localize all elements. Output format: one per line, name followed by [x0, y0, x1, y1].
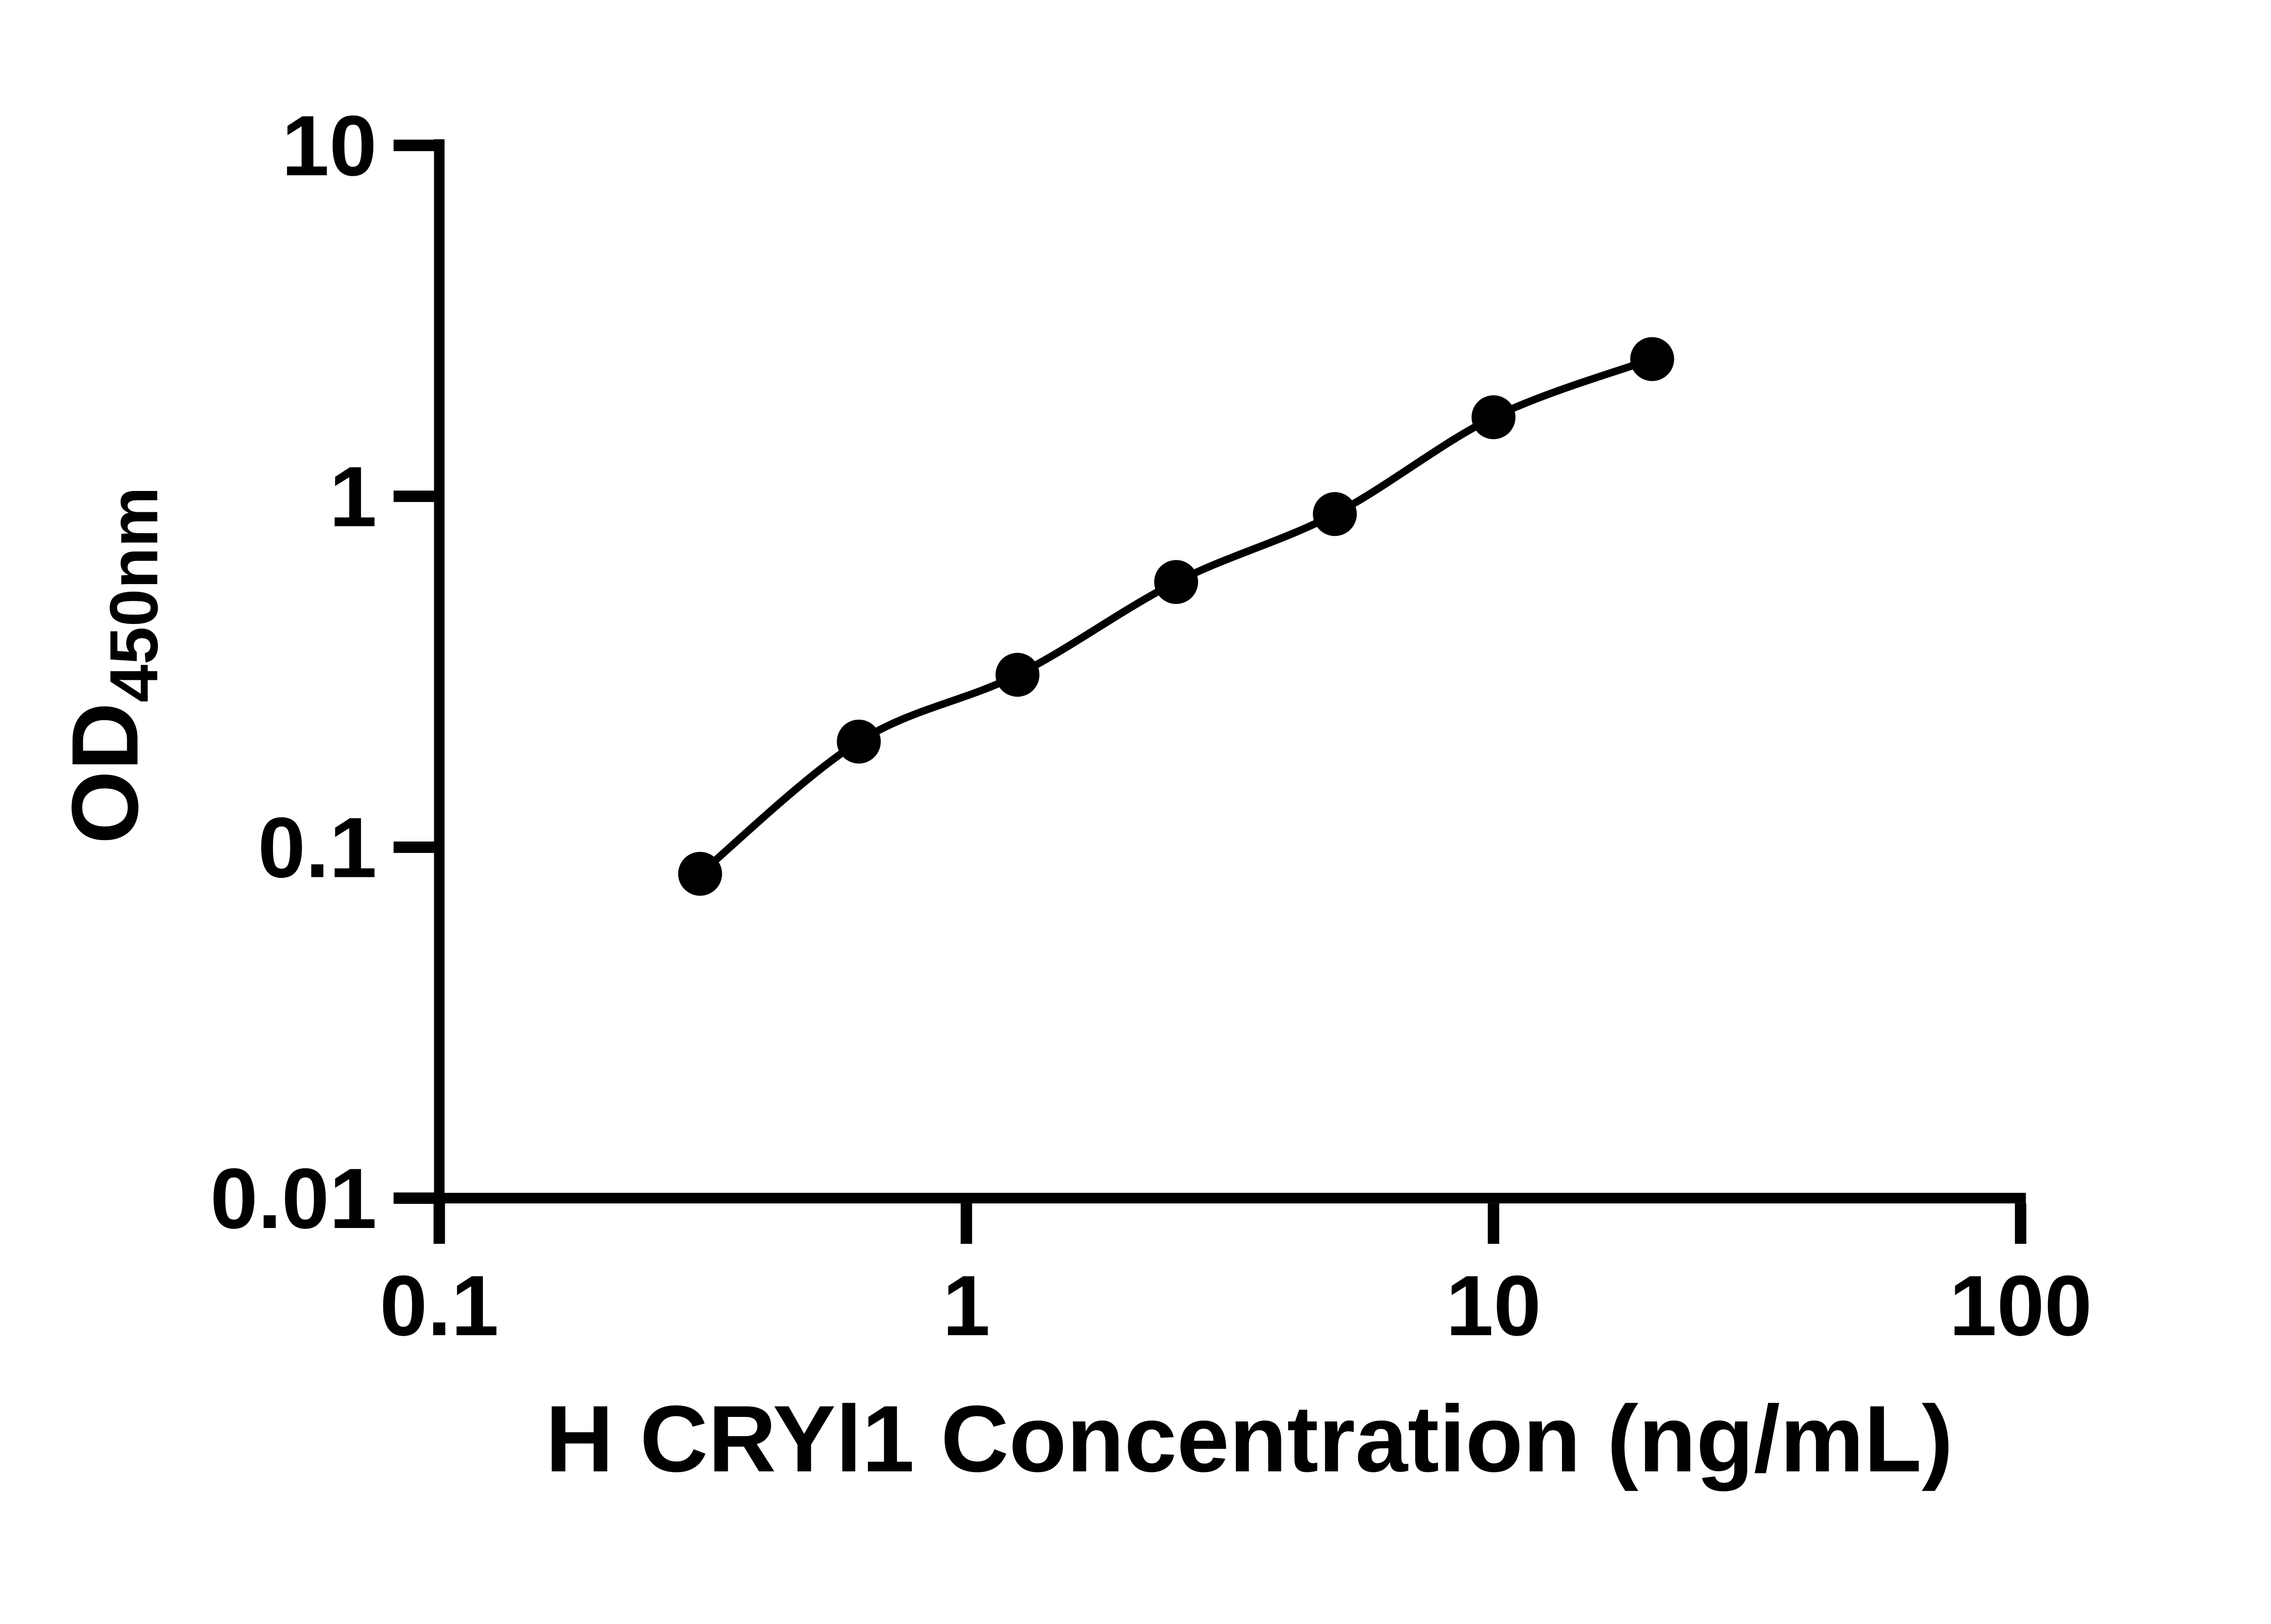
- elisa-standard-curve-figure: 10 1 0.1 0.01 0.1 1 10 100 OD450nm H CRY…: [0, 0, 2271, 1570]
- y-axis-title-subscript: 450nm: [95, 487, 172, 703]
- data-point: [1154, 560, 1198, 604]
- x-tick-label-1: 1: [942, 1258, 990, 1353]
- data-point: [1313, 492, 1357, 536]
- plot-background: [0, 0, 2271, 1570]
- y-tick-label-10: 10: [282, 98, 377, 193]
- x-tick-label-0-1: 0.1: [380, 1258, 499, 1353]
- y-axis-title-main: OD: [53, 703, 158, 844]
- y-tick-label-0-01: 0.01: [210, 1150, 377, 1246]
- y-tick-labels: 10 1 0.1 0.01: [210, 98, 377, 1246]
- standard-curve-plot: 10 1 0.1 0.01 0.1 1 10 100 OD450nm H CRY…: [0, 0, 2271, 1570]
- y-tick-label-1: 1: [329, 449, 377, 545]
- y-axis-title: OD450nm: [53, 487, 172, 844]
- data-point: [1471, 395, 1516, 440]
- data-points: [678, 337, 1674, 896]
- data-point: [1630, 337, 1674, 381]
- x-tick-label-10: 10: [1446, 1258, 1541, 1353]
- x-axis-title: H CRYl1 Concentration (ng/mL): [545, 1386, 1953, 1492]
- x-tick-labels: 0.1 1 10 100: [380, 1258, 2092, 1353]
- data-point: [837, 719, 881, 764]
- data-point: [678, 852, 722, 896]
- x-tick-label-100: 100: [1949, 1258, 2092, 1353]
- axes: [393, 139, 2027, 1244]
- y-tick-label-0-1: 0.1: [258, 799, 377, 895]
- data-point: [995, 653, 1040, 697]
